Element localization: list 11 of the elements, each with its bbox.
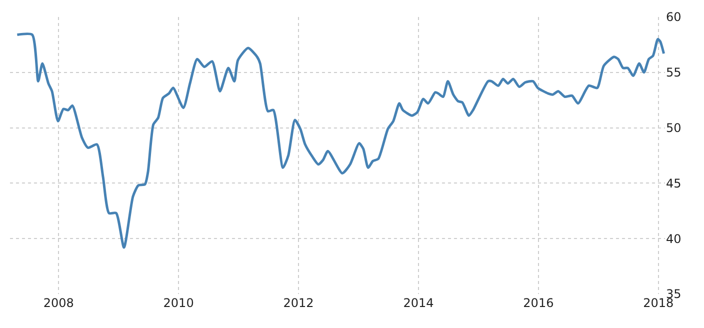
y-tick-label: 55 — [666, 66, 682, 80]
y-tick-label: 40 — [666, 232, 682, 246]
y-tick-label: 50 — [666, 121, 682, 135]
line-series — [16, 33, 665, 249]
x-tick-label: 2014 — [403, 296, 434, 310]
y-tick-label: 45 — [666, 176, 682, 190]
y-tick-label: 60 — [666, 10, 682, 24]
x-tick-label: 2012 — [283, 296, 314, 310]
x-tick-label: 2016 — [523, 296, 554, 310]
x-tick-label: 2008 — [43, 296, 74, 310]
x-tick-label: 2010 — [163, 296, 194, 310]
